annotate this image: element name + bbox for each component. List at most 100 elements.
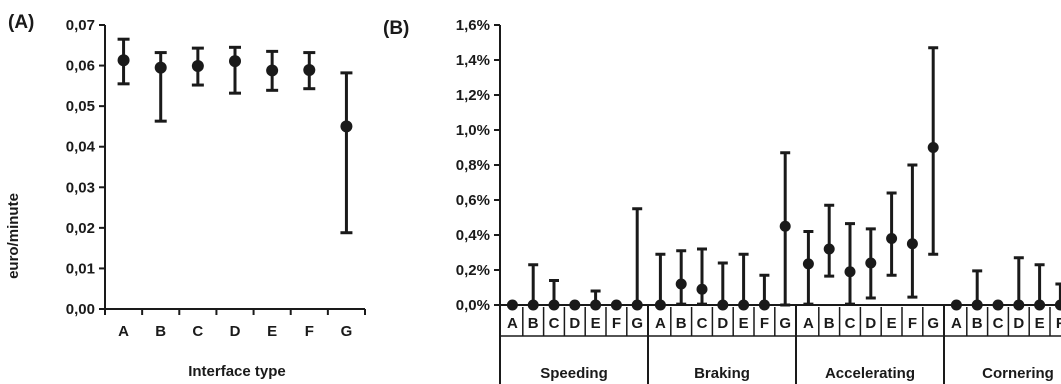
panel-a: (A) euro/minute Interface type 0,00 0,01 0… — [5, 12, 366, 380]
panel-b-group-label: Speeding — [540, 365, 608, 382]
panel-a-x-tick-label: D — [230, 323, 241, 340]
panel-b-x-tick-label: F — [612, 315, 621, 332]
panel-b-x-tick-label: B — [528, 315, 539, 332]
panel-b-point — [1034, 299, 1046, 311]
panel-b-x-tick-label: C — [697, 315, 708, 332]
panel-b-y-tick-label: 0,4% — [456, 227, 490, 244]
panel-b-group-cornering: CorneringABCDEFG — [950, 256, 1061, 382]
panel-a-point — [117, 54, 130, 67]
panel-b-point — [992, 299, 1004, 311]
panel-b-x-tick-label: C — [845, 315, 856, 332]
panel-b-group-label: Cornering — [982, 365, 1054, 382]
panel-b-point — [569, 299, 581, 311]
panel-b-point — [696, 283, 708, 295]
panel-b-point — [675, 278, 687, 290]
panel-b-x-tick-label: G — [631, 315, 643, 332]
panel-b-point — [1054, 299, 1061, 311]
panel-a-x-tick-label: F — [305, 323, 314, 340]
panel-b-y-tick-label: 1,2% — [456, 87, 490, 104]
panel-b-point — [590, 299, 602, 311]
panel-b-x-tick-label: F — [760, 315, 769, 332]
panel-b-point — [548, 299, 560, 311]
panel-b-point — [779, 220, 791, 232]
panel-a-y-tick-label: 0,05 — [66, 98, 95, 115]
panel-b-y-tick-label: 0,0% — [456, 297, 490, 314]
panel-b-x-tick-label: E — [591, 315, 601, 332]
panel-a-y-axis-title: euro/minute — [5, 193, 22, 279]
panel-b-point — [527, 299, 539, 311]
panel-b-point — [506, 299, 518, 311]
panel-a-point — [154, 61, 167, 74]
panel-b-point — [971, 299, 983, 311]
panel-b-x-tick-label: D — [569, 315, 580, 332]
panel-b-y-tick-label: 1,0% — [456, 122, 490, 139]
panel-b-group-label: Braking — [694, 365, 750, 382]
panel-b-y-tick-label: 0,2% — [456, 262, 490, 279]
panel-b-x-tick-label: D — [865, 315, 876, 332]
panel-b-group-speeding: Speeding A B C D E F G — [506, 207, 643, 382]
panel-b-point — [950, 299, 962, 311]
panel-b-x-tick-label: G — [779, 315, 791, 332]
panel-a-x-axis-title: Interface type — [188, 363, 286, 380]
panel-b-y-tick-label: 1,6% — [456, 17, 490, 34]
panel-b-point — [654, 299, 666, 311]
panel-b-x-tick-label: C — [993, 315, 1004, 332]
panel-b-x-tick-label: F — [1056, 315, 1061, 332]
panel-b-x-tick-label: A — [655, 315, 666, 332]
panel-a-y-tick-label: 0,07 — [66, 17, 95, 34]
panel-b: (B) 0,0% 0,2% 0,4% 0,6% 0,8% 1,0% 1,2% 1,4% 1,6%… — [383, 17, 1061, 384]
panel-a-x-tick-label: A — [118, 323, 129, 340]
panel-b-point — [927, 142, 939, 153]
panel-b-point — [758, 299, 770, 311]
panel-b-x-tick-label: G — [927, 315, 939, 332]
panel-a-point — [303, 64, 316, 77]
panel-b-point — [823, 243, 835, 255]
panel-b-x-tick-label: A — [507, 315, 518, 332]
panel-b-x-tick-label: E — [887, 315, 897, 332]
panel-b-x-tick-label: D — [1013, 315, 1024, 332]
panel-b-point — [631, 299, 643, 311]
panel-b-x-tick-label: A — [803, 315, 814, 332]
panel-a-x-tick-label: G — [341, 323, 353, 340]
panel-b-point — [865, 257, 877, 269]
panel-b-group-label: Accelerating — [825, 365, 915, 382]
panel-a-x-tick-label: C — [192, 323, 203, 340]
panel-b-point — [844, 266, 856, 278]
panel-b-point — [886, 233, 898, 244]
panel-b-y-tick-label: 0,6% — [456, 192, 490, 209]
panel-b-x-tick-label: B — [972, 315, 983, 332]
panel-b-group-braking: Braking A B C D E F G — [654, 151, 791, 382]
panel-b-x-tick-label: F — [908, 315, 917, 332]
panel-b-point — [1013, 299, 1025, 311]
panel-b-x-tick-label: E — [739, 315, 749, 332]
panel-b-point — [906, 238, 918, 250]
panel-a-y-tick-label: 0,06 — [66, 58, 95, 75]
panel-b-point — [802, 258, 814, 270]
panel-a-point — [266, 64, 279, 77]
panel-a-y-tick-label: 0,00 — [66, 301, 95, 318]
panel-b-point — [738, 299, 750, 311]
panel-b-y-tick-label: 0,8% — [456, 157, 490, 174]
panel-b-x-tick-label: E — [1035, 315, 1045, 332]
panel-b-point — [717, 299, 729, 311]
panel-a-y-tick-label: 0,04 — [66, 139, 96, 156]
panel-a-label: (A) — [8, 12, 34, 33]
panel-b-x-tick-label: A — [951, 315, 962, 332]
panel-a-point — [191, 59, 204, 72]
panel-b-x-tick-label: B — [676, 315, 687, 332]
panel-a-point — [229, 55, 241, 68]
panel-a-y-tick-label: 0,03 — [66, 179, 95, 196]
panel-b-label: (B) — [383, 18, 409, 39]
panel-a-point — [340, 120, 353, 133]
panel-b-x-tick-label: C — [549, 315, 560, 332]
panel-b-x-tick-label: D — [717, 315, 728, 332]
panel-a-x-tick-label: B — [155, 323, 166, 340]
panel-b-point — [610, 299, 622, 311]
panel-b-x-tick-label: B — [824, 315, 835, 332]
panel-a-y-tick-label: 0,01 — [66, 260, 95, 277]
panel-b-y-tick-label: 1,4% — [456, 52, 490, 69]
panel-b-group-accelerating: Accelerating A B C D E F G — [802, 46, 939, 382]
panel-a-x-tick-label: E — [267, 323, 277, 340]
panel-a-y-tick-label: 0,02 — [66, 220, 95, 237]
